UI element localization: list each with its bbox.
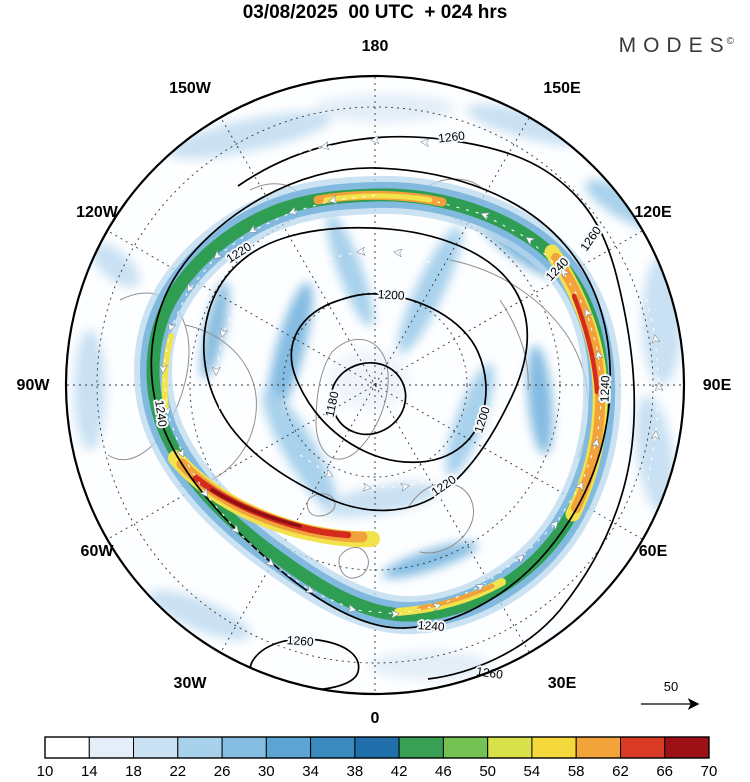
contour-label: 1240: [598, 375, 613, 402]
colorbar-tick: 70: [701, 763, 718, 780]
map-boundary-circle: [64, 74, 686, 696]
colorbar-tick: 14: [81, 763, 98, 780]
colorbar-tick: 22: [169, 763, 186, 780]
lon-label-180: 180: [362, 38, 389, 55]
contour-label: 1260: [286, 633, 314, 649]
lon-label-90e: 90E: [703, 377, 732, 394]
colorbar-cell: [44, 736, 90, 759]
lon-label-60e: 60E: [639, 543, 668, 560]
colorbar-cell: [221, 736, 267, 759]
wind-arrow-chain: [323, 252, 431, 263]
wind-arrows: [163, 140, 659, 614]
colorbar-cell: [354, 736, 400, 759]
colorbar-tick: 34: [302, 763, 319, 780]
colorbar-cell: [664, 736, 710, 759]
colorbar-tick: 38: [347, 763, 364, 780]
colorbar-cell: [531, 736, 577, 759]
colorbar-tick: 54: [524, 763, 541, 780]
colorbar-tick: 50: [479, 763, 496, 780]
copyright-mark: ©: [726, 36, 734, 47]
colorbar-tick: 46: [435, 763, 452, 780]
contour-label: 1200: [378, 287, 406, 302]
lon-label-30e: 30E: [548, 675, 577, 692]
wind-reference: 50: [641, 679, 700, 710]
colorbar-tick: 26: [214, 763, 231, 780]
colorbar-cell: [620, 736, 666, 759]
modes-logo-text: MODES: [618, 34, 731, 57]
colorbar-cell: [442, 736, 489, 759]
colorbar-tick: 10: [37, 763, 54, 780]
colorbar-tick: 42: [391, 763, 408, 780]
colorbar-ticks: 10 14 18 22 26 30 34 38 42 46 50 54 58 6…: [37, 763, 718, 780]
colorbar-tick: 62: [612, 763, 629, 780]
colorbar-cell: [88, 736, 135, 759]
wind-arrow-chain: [279, 140, 471, 159]
modes-logo: MODES©: [619, 34, 734, 58]
contour-label: 1260: [437, 128, 466, 145]
colorbar-cell: [177, 736, 223, 759]
colorbar-tick: 58: [568, 763, 585, 780]
colorbar-tick: 18: [125, 763, 142, 780]
colorbar: 10 14 18 22 26 30 34 38 42 46 50 54 58 6…: [37, 736, 718, 780]
colorbar-cell: [575, 736, 622, 759]
colorbar-cell: [398, 736, 444, 759]
longitude-labels: 180 150W 120W 90W 60W 30W 0 30E 60E 90E …: [17, 38, 732, 727]
lon-label-90w: 90W: [17, 377, 51, 394]
lon-label-120e: 120E: [634, 204, 672, 221]
plot-title: 03/08/2025 00 UTC + 024 hrs: [242, 2, 508, 23]
wind-arrow-chain: [644, 291, 659, 481]
contour-label: 1240: [417, 618, 445, 634]
colorbar-cell: [265, 736, 312, 759]
colorbar-cell: [133, 736, 179, 759]
colorbar-tick: 30: [258, 763, 275, 780]
lon-label-150e: 150E: [543, 80, 581, 97]
colorbar-tick: 66: [656, 763, 673, 780]
wind-arrow-chain: [163, 194, 602, 614]
contour-label: 1240: [152, 399, 170, 428]
colorbar-border: [44, 736, 710, 759]
lon-label-120w: 120W: [76, 204, 119, 221]
colorbar-cell: [310, 736, 356, 759]
lon-label-60w: 60W: [81, 543, 115, 560]
lon-label-150w: 150W: [169, 80, 212, 97]
lon-label-30w: 30W: [174, 675, 208, 692]
polar-plot: 1260 1260 1260 1260 1240 1240 1240 1240 …: [17, 38, 732, 727]
colorbar-cell: [487, 736, 533, 759]
lon-label-0: 0: [371, 710, 380, 727]
wind-reference-value: 50: [664, 679, 678, 694]
